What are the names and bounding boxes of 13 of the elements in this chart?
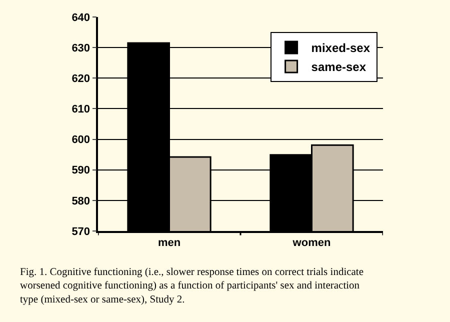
y-tick-label: 580 <box>72 195 90 208</box>
legend-label: mixed-sex <box>311 41 370 56</box>
y-tick-label: 600 <box>72 134 90 146</box>
y-tick-label: 610 <box>72 104 90 116</box>
y-tick-label: 570 <box>72 226 90 238</box>
x-tick-label: men <box>158 236 181 249</box>
y-tick-label: 630 <box>72 42 90 54</box>
y-tick-label: 620 <box>72 72 90 85</box>
caption: Fig. 1. Cognitive functioning (i.e., slower response times on correct trials indicate worsened cognitive functioning) as a function of participants' sex and interaction type (mixed-sex or same-sex), Study 2. <box>20 267 364 306</box>
x-tick-label: women <box>292 236 331 249</box>
y-tick-label: 590 <box>72 164 90 177</box>
legend-label: same-sex <box>311 60 366 74</box>
y-tick-label: 640 <box>72 12 90 24</box>
